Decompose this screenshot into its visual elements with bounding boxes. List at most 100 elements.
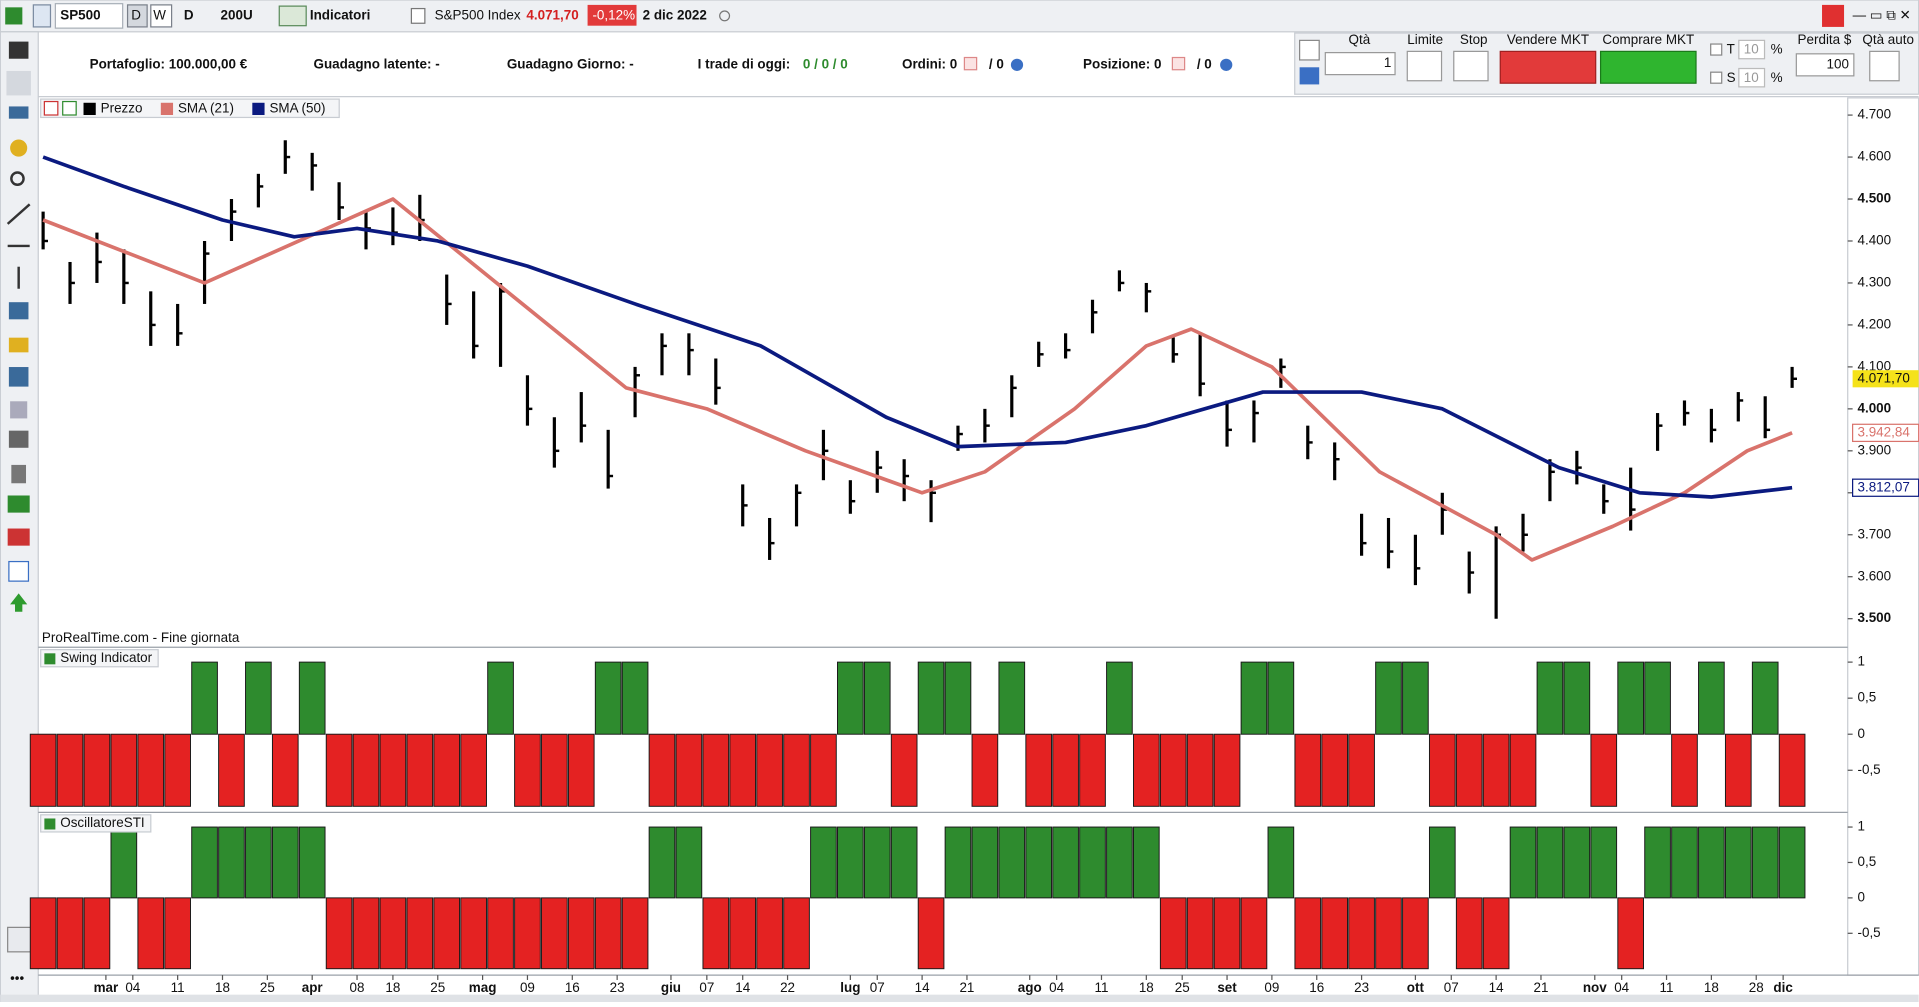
indicators-button[interactable]: Indicatori xyxy=(310,7,370,22)
legend-swatch xyxy=(252,102,265,116)
ruler-tool[interactable] xyxy=(8,106,29,119)
scan-tool[interactable] xyxy=(7,926,33,953)
indicator-bar xyxy=(998,826,1026,899)
loss-value[interactable]: 100 xyxy=(1827,56,1849,71)
indicator-bar xyxy=(1294,897,1322,970)
t-label: T xyxy=(1727,42,1735,57)
legend-button[interactable] xyxy=(62,100,77,116)
indicator-bar xyxy=(1644,826,1671,899)
period-d[interactable]: D xyxy=(131,7,141,22)
trades: 0 / 0 / 0 xyxy=(803,56,848,71)
indicator-bar xyxy=(1132,733,1160,807)
position-gear[interactable] xyxy=(1220,58,1233,71)
indicator-bar xyxy=(379,733,407,807)
x-tick-label: 14 xyxy=(735,980,750,995)
fib-tool[interactable] xyxy=(8,302,29,320)
qty[interactable]: 1 xyxy=(1384,55,1391,70)
x-tick-label: 04 xyxy=(1049,980,1064,995)
sell-label: Vendere MKT xyxy=(1507,32,1589,47)
units[interactable]: 200U xyxy=(221,7,253,22)
period-d-button[interactable] xyxy=(126,4,148,28)
app-icon[interactable] xyxy=(5,7,23,25)
x-tick-label: mag xyxy=(469,980,497,995)
indicator-bar xyxy=(1402,661,1429,735)
s-checkbox[interactable] xyxy=(1710,71,1723,84)
trash-tool[interactable] xyxy=(11,464,27,484)
change: -0,12% xyxy=(592,7,635,22)
t-value[interactable]: 10 xyxy=(1744,42,1759,57)
trades-label: I trade di oggi: xyxy=(698,56,791,71)
tool-icons[interactable]: ••• xyxy=(6,41,33,986)
keypad-icon[interactable] xyxy=(1299,67,1320,85)
y-tick-label: -0,5 xyxy=(1858,762,1881,777)
indicator-bar xyxy=(756,733,783,807)
portfolio: Portafoglio: 100.000,00 € xyxy=(90,56,248,71)
symbol[interactable]: SP500 xyxy=(60,7,100,22)
symbol-box[interactable] xyxy=(54,3,124,29)
sell-button[interactable] xyxy=(1499,50,1597,84)
indicator-bar xyxy=(1428,733,1456,807)
text-tool[interactable] xyxy=(8,560,30,582)
orders-cancel-icon[interactable] xyxy=(963,56,978,71)
y-tick-label: 3.900 xyxy=(1858,442,1892,457)
pen-tool[interactable] xyxy=(8,41,29,59)
x-tick-label: 25 xyxy=(430,980,445,995)
indicator-bar xyxy=(756,897,783,970)
t-percent: % xyxy=(1771,42,1783,57)
indicator-bar xyxy=(675,733,703,807)
osc-title: OscillatoreSTI xyxy=(60,815,144,830)
x-tick-label: 21 xyxy=(1533,980,1548,995)
arrow-tool[interactable] xyxy=(10,593,28,612)
indicator-bar xyxy=(944,661,972,735)
info-icon[interactable] xyxy=(410,7,426,24)
minimize[interactable]: — ▭ ⧉ ✕ xyxy=(1853,7,1911,22)
s-value[interactable]: 10 xyxy=(1744,70,1759,85)
indicator-bar xyxy=(298,661,326,735)
pattern-tool[interactable] xyxy=(7,528,30,546)
indicator-bar xyxy=(810,826,837,899)
copy-tool[interactable] xyxy=(10,401,28,419)
period-w-button[interactable] xyxy=(150,4,173,28)
period-w[interactable]: W xyxy=(153,7,166,22)
line-tool[interactable] xyxy=(6,203,31,225)
x-tick-label: lug xyxy=(840,980,860,995)
trade-icon[interactable] xyxy=(1822,4,1845,27)
channel-tool[interactable] xyxy=(8,337,29,353)
loss-input[interactable] xyxy=(1795,53,1855,77)
position-cancel-icon[interactable] xyxy=(1171,56,1186,71)
more-tools[interactable]: ••• xyxy=(10,970,24,985)
indicator-bar xyxy=(245,661,272,735)
timeframe[interactable]: D xyxy=(184,7,194,22)
legend-button[interactable] xyxy=(43,100,59,116)
limit-button[interactable] xyxy=(1406,50,1443,82)
orders-gear[interactable] xyxy=(1010,58,1024,71)
auto-qty-button[interactable] xyxy=(1869,50,1900,82)
x-tick-label: 16 xyxy=(565,980,580,995)
hammer-tool[interactable] xyxy=(8,430,29,448)
qty-input[interactable] xyxy=(1324,51,1396,76)
y-tick-label: 4.100 xyxy=(1858,358,1892,373)
x-tick-label: 11 xyxy=(171,980,185,995)
pointer-tool[interactable] xyxy=(6,70,31,96)
buy-button[interactable] xyxy=(1599,50,1697,84)
trend-tool[interactable] xyxy=(7,495,30,513)
indicator-bar xyxy=(1375,897,1402,970)
indicator-bar xyxy=(271,826,299,899)
y-tick-label: 0 xyxy=(1858,726,1865,741)
stop-button[interactable] xyxy=(1453,50,1489,82)
indicator-bar xyxy=(863,826,891,899)
move-tool[interactable] xyxy=(8,367,29,387)
indicator-bar xyxy=(1509,826,1537,899)
alert-tool[interactable] xyxy=(10,139,28,157)
indicator-bar xyxy=(164,733,191,807)
t-checkbox[interactable] xyxy=(1710,43,1723,56)
t-input[interactable] xyxy=(1738,39,1766,60)
wrench-icon[interactable] xyxy=(1299,39,1320,61)
link-icon[interactable] xyxy=(32,4,52,28)
s-input[interactable] xyxy=(1738,67,1766,88)
indicator-bar xyxy=(890,733,918,807)
zoom-tool[interactable] xyxy=(10,171,25,186)
orders: Ordini: 0 xyxy=(902,56,957,71)
indicators-icon[interactable] xyxy=(278,5,307,27)
